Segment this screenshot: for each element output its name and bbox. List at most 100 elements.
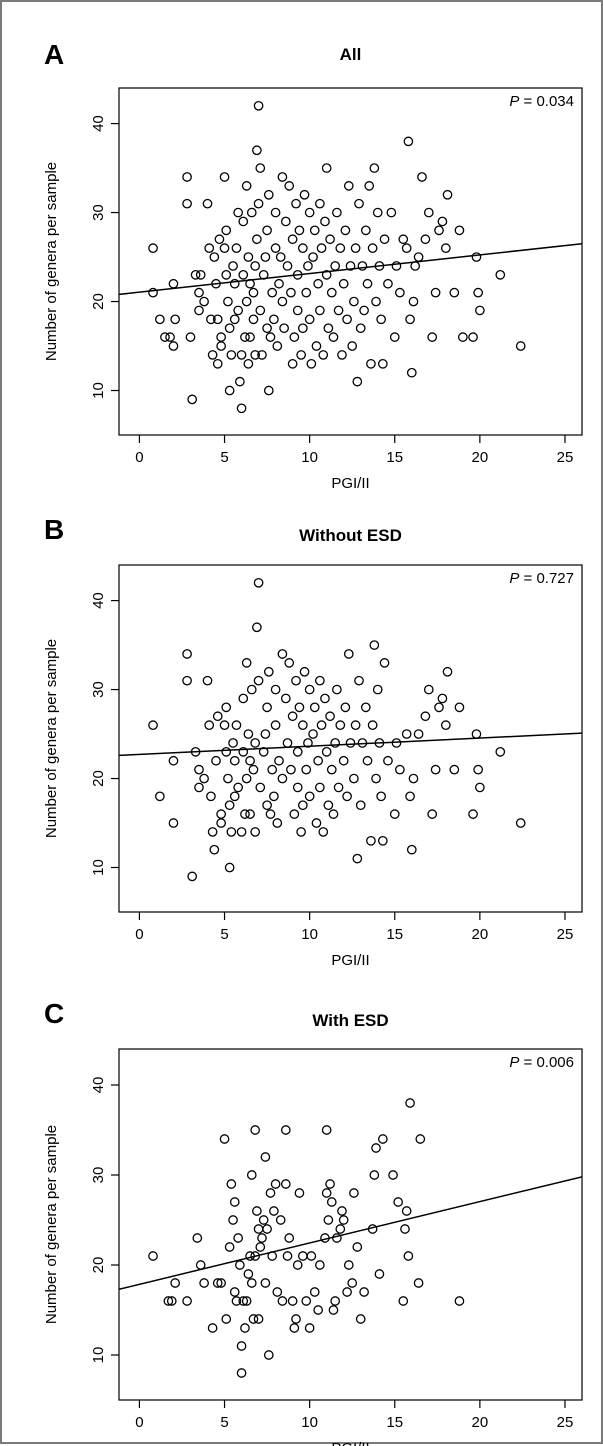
data-point <box>148 1251 158 1261</box>
data-point <box>379 234 390 245</box>
data-point <box>352 1242 363 1252</box>
x-tick-label: 5 <box>220 1414 228 1431</box>
data-point <box>194 305 204 316</box>
data-point <box>454 1296 465 1306</box>
data-point <box>267 1251 278 1261</box>
data-point <box>284 1233 295 1243</box>
data-point <box>253 675 264 686</box>
x-tick-label: 20 <box>472 449 489 466</box>
data-point <box>403 136 414 147</box>
data-point <box>240 1323 250 1333</box>
y-tick-label: 20 <box>90 1257 107 1274</box>
data-point <box>292 746 303 757</box>
data-point <box>270 1179 281 1189</box>
data-point <box>170 1278 181 1288</box>
data-point <box>229 791 240 802</box>
data-point <box>515 818 526 828</box>
data-point <box>318 827 329 837</box>
data-point <box>296 350 306 360</box>
data-point <box>182 675 192 686</box>
data-point <box>413 729 424 739</box>
data-point <box>326 764 337 775</box>
data-point <box>182 649 192 659</box>
data-point <box>269 1206 279 1216</box>
p-value: = 0.006 <box>519 1054 574 1071</box>
data-point <box>371 773 381 784</box>
data-point <box>299 189 310 200</box>
data-point <box>253 1314 264 1324</box>
data-point <box>211 755 221 766</box>
data-point <box>360 702 371 713</box>
data-point <box>332 1233 342 1243</box>
data-point <box>297 243 308 254</box>
data-point <box>323 323 334 334</box>
data-point <box>272 818 283 828</box>
data-point <box>284 658 295 668</box>
data-point <box>315 782 325 793</box>
data-point <box>328 809 339 819</box>
data-point <box>243 1269 254 1279</box>
data-point <box>337 1206 347 1216</box>
data-point <box>471 729 482 739</box>
y-tick-label: 10 <box>90 382 107 399</box>
data-point <box>325 234 335 245</box>
data-point <box>248 287 259 298</box>
data-point <box>248 1314 259 1324</box>
data-point <box>199 1278 209 1288</box>
y-tick-label: 30 <box>90 204 107 221</box>
data-point <box>165 332 175 342</box>
data-point <box>389 332 400 342</box>
data-point <box>304 791 315 802</box>
data-point <box>253 577 264 588</box>
data-point <box>366 358 376 369</box>
data-point <box>359 305 369 316</box>
data-point <box>292 1260 303 1270</box>
data-point <box>376 314 386 325</box>
data-point <box>262 800 272 811</box>
data-point <box>475 782 485 793</box>
data-point <box>367 243 378 254</box>
data-point <box>270 720 281 731</box>
data-point <box>350 720 361 731</box>
x-axis-label: PGI/II <box>331 1440 369 1446</box>
data-point <box>357 738 368 748</box>
x-tick-label: 5 <box>220 926 228 943</box>
data-point <box>195 1260 206 1270</box>
p-value-annotation: P = 0.034 <box>509 93 574 110</box>
data-point <box>248 764 259 775</box>
data-point <box>163 1296 174 1306</box>
data-point <box>299 666 310 677</box>
p-label: P <box>509 93 519 110</box>
data-point <box>391 738 402 748</box>
data-point <box>406 844 417 855</box>
data-point <box>235 376 245 387</box>
data-point <box>330 261 341 271</box>
data-point <box>168 341 179 351</box>
data-point <box>388 1170 398 1180</box>
panel-c: C With ESD 0 5 10 15 20 25 10 20 30 40 PGI/II Number … <box>43 998 583 1446</box>
data-point <box>315 1260 325 1270</box>
data-point <box>333 305 344 316</box>
data-point <box>272 1287 283 1297</box>
data-point <box>241 1296 252 1306</box>
data-point <box>238 746 249 757</box>
data-point <box>395 764 405 775</box>
data-point <box>250 261 261 271</box>
data-point <box>155 314 165 325</box>
data-point <box>199 296 209 307</box>
panel-b: B Without ESD 0 5 10 15 20 25 10 20 30 40 PGI/II Numb… <box>43 514 583 969</box>
data-point <box>309 702 320 713</box>
data-point <box>148 720 158 731</box>
data-point <box>282 261 293 271</box>
data-point <box>263 666 274 677</box>
data-point <box>366 835 376 846</box>
data-point <box>192 1233 203 1243</box>
data-point <box>405 1098 415 1108</box>
data-point <box>369 1170 380 1180</box>
x-tick-label: 0 <box>135 1414 143 1431</box>
data-point <box>255 305 266 316</box>
data-point <box>185 332 196 342</box>
data-point <box>204 720 215 731</box>
data-point <box>245 1251 255 1261</box>
data-point <box>238 693 249 704</box>
